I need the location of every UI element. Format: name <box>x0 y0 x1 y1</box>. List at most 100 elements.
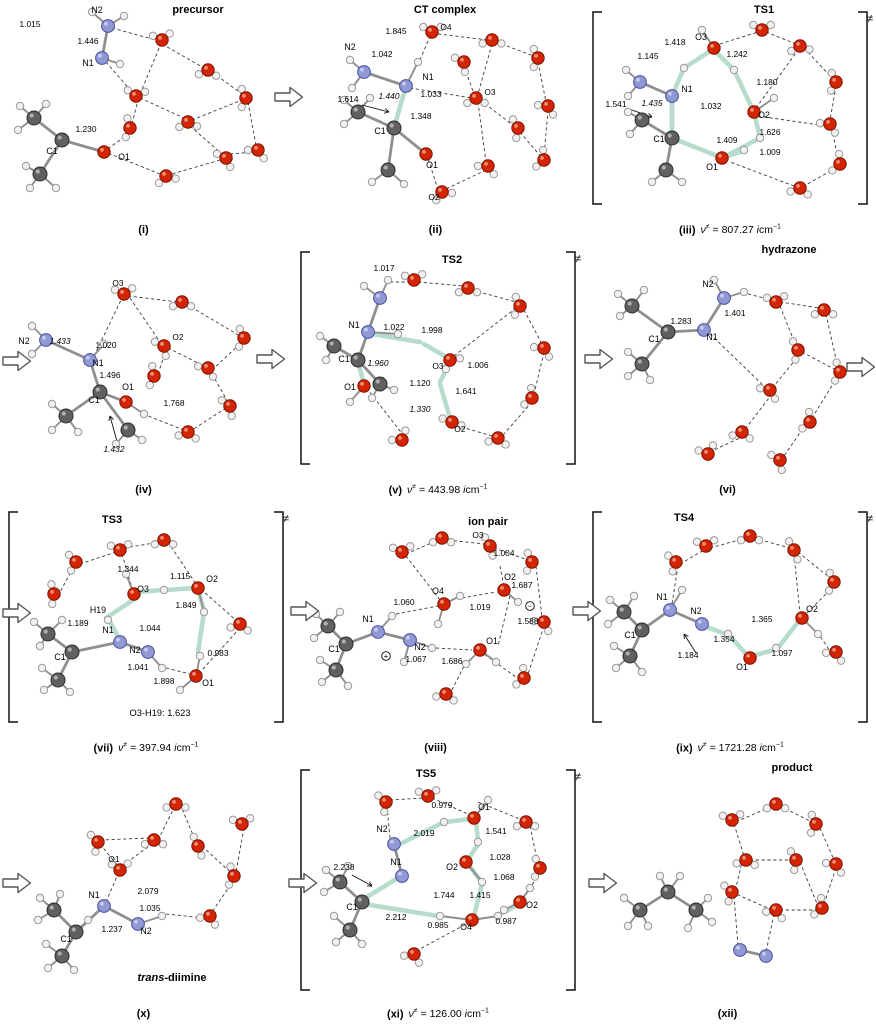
panel-ix: TS4 ≠ C1 N1 N2 O1 O2 1.365 1.354 1.184 1.097 (ix)… <box>584 500 876 758</box>
atom-label: C1 <box>54 652 65 662</box>
bond-length-label: O2 <box>172 332 184 342</box>
bond-length-label: 1.348 <box>411 111 432 121</box>
atom-label: N2 <box>140 926 151 936</box>
atom-label: O1 <box>344 382 356 392</box>
bond-length-label: 1.744 <box>434 890 455 900</box>
panel-iv: N2 N1 C1 O1 O3 1.433 1.020 O2 1.496 1.768 1.432 (i… <box>0 240 292 500</box>
bond-length-label: 1.433 <box>50 336 71 346</box>
flow-arrow-icon <box>274 86 304 108</box>
bond-length-label: 1.041 <box>128 662 149 672</box>
panel-number: (iv) <box>135 484 152 496</box>
atom-label: O1 <box>202 678 214 688</box>
panel-number: (ii) <box>428 224 443 236</box>
bond-length-label: 1.401 <box>725 308 746 318</box>
bond-length-label: 1.067 <box>406 654 427 664</box>
bond-length-label: 1.189 <box>68 618 89 628</box>
panel-title: hydrazone <box>761 244 817 256</box>
frequency-label: ν≠ = 807.27 icm−1 <box>700 223 781 237</box>
atom-label: N1 <box>348 320 359 330</box>
panel-number: (i) <box>138 224 149 236</box>
molecule-canvas: N2 N1 C1 O1 1.845 1.042 1.440 1.033 1.614 1.348 O4… <box>338 22 558 205</box>
atom-label: O1 <box>706 162 718 172</box>
bond-length-label: O3 <box>432 361 444 371</box>
bond-length-label: 1.845 <box>386 26 407 36</box>
bond-length-label: 2.019 <box>414 828 435 838</box>
double-dagger-symbol: ≠ <box>575 253 581 265</box>
panel-title: TS5 <box>415 768 437 780</box>
atom-label: N1 <box>82 58 93 68</box>
atom-label: C1 <box>648 334 659 344</box>
atom-label: C1 <box>374 126 385 136</box>
flow-arrow-icon <box>846 356 876 378</box>
panel-title: TS2 <box>441 254 463 266</box>
bond-length-label: 0.979 <box>432 800 453 810</box>
bond-length-label: 1.006 <box>468 360 489 370</box>
bond-length-label: 1.768 <box>164 398 185 408</box>
bond-length-label: 1.614 <box>338 94 359 104</box>
atom-label: N1 <box>656 592 667 602</box>
bond-length-label: 1.541 <box>606 99 627 109</box>
panel-caption: (xi) ν≠ = 126.00 icm−1 <box>292 1008 584 1021</box>
bond-length-label: 1.019 <box>470 602 491 612</box>
flow-arrow-icon <box>2 602 32 624</box>
atom-label: N1 <box>102 625 113 635</box>
bond-length-label: 1.044 <box>140 623 161 633</box>
bond-length-label: 1.687 <box>512 580 533 590</box>
bond-length-label: 1.415 <box>470 890 491 900</box>
panel-caption: (ii) <box>292 224 584 236</box>
bond-length-label: 1.184 <box>678 650 699 660</box>
atom-label: N1 <box>390 857 401 867</box>
frequency-label: ν≠ = 443.98 icm−1 <box>407 483 488 497</box>
bond-length-label: 1.344 <box>118 564 139 574</box>
bond-length-label: O3 <box>472 530 484 540</box>
molecule-canvas: N2 N1 C1 O1 1.015 1.446 1.230 <box>13 5 268 193</box>
atom-label: N2 <box>91 5 102 15</box>
panel-title: ion pair <box>468 516 508 528</box>
panel-ii: CT complex N2 N1 C1 O1 1.845 1.042 1.440 1.033 1… <box>292 0 584 240</box>
bond-length-label: 1.686 <box>442 656 463 666</box>
atom-label: O1 <box>426 160 438 170</box>
bond-length-label: 1.060 <box>394 597 415 607</box>
atom-label: N1 <box>422 72 433 82</box>
bond-length-label: 1.120 <box>410 378 431 388</box>
frequency-label: ν≠ = 1721.28 icm−1 <box>697 741 784 755</box>
panel-number: (vi) <box>719 484 736 496</box>
atom-label: O1 <box>122 382 134 392</box>
bond-length-label: 1.004 <box>494 548 515 558</box>
double-dagger-symbol: ≠ <box>575 771 581 783</box>
bond-length-label: 1.409 <box>717 135 738 145</box>
bond-length-label: 1.440 <box>379 91 400 101</box>
panel-vi: hydrazone C1 N1 N2 1.283 1.401 (vi) <box>584 240 876 500</box>
bond-length-label: 0.987 <box>496 916 517 926</box>
bond-length-label: 1.641 <box>456 386 477 396</box>
panel-title: product <box>771 762 813 774</box>
bond-length-label: 1.446 <box>78 36 99 46</box>
panel-caption: (i) <box>0 224 292 236</box>
panel-caption: (v) ν≠ = 443.98 icm−1 <box>292 484 584 497</box>
bond-length-label: 2.079 <box>138 886 159 896</box>
panel-v: TS2 ≠ N1 C1 O1 1.017 1.022 1.998 1.960 O3 1.006 1.… <box>292 240 584 500</box>
panel-vii: TS3 ≠ C1 N1 N2 H19 O3 O2 O1 1.344 1.115 1.849 1.189… <box>0 500 292 758</box>
panel-xii: product (xii) <box>584 758 876 1024</box>
panel-title: TS3 <box>101 514 123 526</box>
panel-number: (v) <box>388 484 403 496</box>
molecule-canvas: ≠ C1 N1 N2 H19 O3 O2 O1 1.344 1.115 1.849 1.189 1.04… <box>8 511 289 723</box>
bond-length-label: 1.435 <box>642 98 663 108</box>
atom-label: N2 <box>414 642 425 652</box>
atom-label: C1 <box>624 630 635 640</box>
atom-label: C1 <box>46 146 57 156</box>
panel-iii: TS1 ≠ N1 C1 O1 O3 O2 1.418 1.145 1.435 1.242 1.180… <box>584 0 876 240</box>
bond-length-label: 1.588 <box>518 616 539 626</box>
panel-number: (ix) <box>676 742 693 754</box>
flow-arrow-icon <box>588 872 618 894</box>
atom-label: O4 <box>432 586 444 596</box>
charge-symbol: + <box>384 652 389 661</box>
panel-title: TS1 <box>753 4 775 16</box>
bond-length-label: 1.230 <box>76 124 97 134</box>
bond-length-label: 1.028 <box>490 852 511 862</box>
double-dagger-symbol: ≠ <box>283 513 289 525</box>
bond-length-label: 1.115 <box>170 571 191 581</box>
atom-label: C1 <box>328 644 339 654</box>
